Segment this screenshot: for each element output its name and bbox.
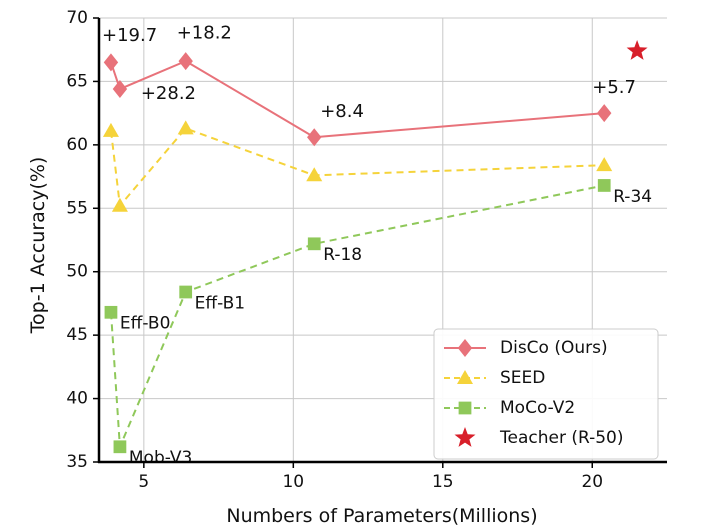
y-tick-label: 45 bbox=[66, 325, 88, 345]
data-point bbox=[306, 167, 323, 182]
legend-marker bbox=[457, 370, 473, 384]
series-line bbox=[110, 127, 605, 209]
data-point bbox=[626, 40, 648, 60]
series-seed bbox=[102, 120, 613, 212]
legend-label: SEED bbox=[500, 368, 545, 388]
series-disco-ours bbox=[103, 52, 612, 147]
legend-label: DisCo (Ours) bbox=[500, 338, 608, 358]
y-tick-label: 55 bbox=[66, 198, 88, 218]
data-point bbox=[597, 104, 612, 123]
x-tick-label: 15 bbox=[432, 472, 454, 492]
y-tick-label: 60 bbox=[66, 135, 88, 155]
y-tick-label: 50 bbox=[66, 262, 88, 282]
data-point bbox=[596, 157, 613, 172]
model-label: R-34 bbox=[613, 187, 652, 207]
data-point bbox=[597, 179, 611, 192]
y-axis-label: Top-1 Accuracy(%) bbox=[27, 157, 49, 335]
gain-annotation: +18.2 bbox=[177, 22, 232, 43]
data-point bbox=[113, 440, 127, 454]
legend: DisCo (Ours) SEED MoCo-V2 Teacher (R-50) bbox=[433, 328, 659, 460]
legend-marker bbox=[457, 339, 473, 357]
data-point bbox=[103, 53, 119, 72]
data-point bbox=[112, 80, 128, 99]
series-layer bbox=[102, 40, 648, 454]
model-label: Eff-B0 bbox=[120, 314, 170, 334]
data-point bbox=[307, 128, 322, 147]
data-point bbox=[177, 120, 194, 135]
legend-item-moco-v2: MoCo-V2 bbox=[444, 398, 575, 418]
data-point bbox=[102, 122, 119, 137]
y-tick-label: 40 bbox=[66, 389, 88, 409]
legend-label: Teacher (R-50) bbox=[499, 428, 624, 448]
data-point bbox=[104, 305, 118, 319]
model-label: R-18 bbox=[323, 245, 362, 265]
x-tick-label: 20 bbox=[581, 472, 603, 492]
x-tick-label: 5 bbox=[138, 472, 149, 492]
legend-marker bbox=[458, 401, 472, 415]
y-tick-label: 70 bbox=[66, 8, 88, 28]
legend-item-teacher-r-50: Teacher (R-50) bbox=[454, 427, 624, 448]
gain-annotation: +19.7 bbox=[102, 25, 157, 46]
model-label: Eff-B1 bbox=[195, 293, 245, 313]
x-tick-label: 10 bbox=[282, 472, 304, 492]
y-tick-label: 65 bbox=[66, 71, 88, 91]
data-point bbox=[178, 52, 193, 71]
data-point bbox=[111, 197, 128, 212]
gain-annotation: +8.4 bbox=[320, 101, 364, 122]
model-label: Mob-V3 bbox=[129, 448, 192, 468]
legend-item-seed: SEED bbox=[444, 368, 545, 388]
legend-item-disco-ours: DisCo (Ours) bbox=[444, 338, 608, 358]
legend-box bbox=[433, 328, 659, 460]
gain-annotation: +28.2 bbox=[141, 83, 196, 104]
legend-label: MoCo-V2 bbox=[500, 398, 575, 418]
data-point bbox=[307, 237, 321, 251]
series-teacher-r-50 bbox=[626, 40, 648, 60]
y-tick-label: 35 bbox=[66, 452, 88, 472]
axes-layer: 5 10 15 20 35 40 45 50 55 60 65 70 bbox=[66, 8, 667, 492]
legend-marker bbox=[454, 427, 476, 447]
data-point bbox=[179, 285, 193, 299]
x-axis-label: Numbers of Parameters(Millions) bbox=[226, 505, 537, 527]
gain-annotation: +5.7 bbox=[592, 77, 636, 98]
series-moco-v2 bbox=[104, 179, 611, 454]
